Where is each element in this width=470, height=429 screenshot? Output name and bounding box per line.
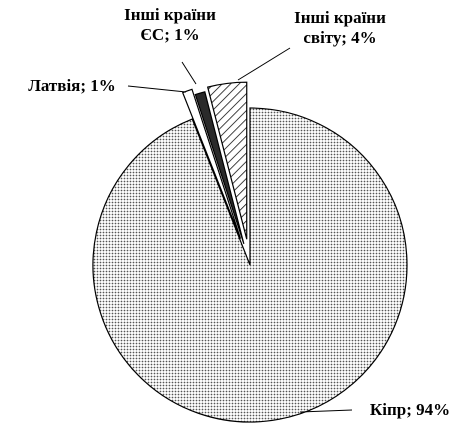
leader-line: [237, 47, 291, 81]
pie-slice: [181, 88, 242, 239]
pie-slice: [206, 81, 248, 240]
data-label: Кіпр; 94%: [369, 400, 451, 419]
pie-slice: [92, 107, 408, 423]
data-label: Інші країни ЄС; 1%: [124, 5, 216, 44]
leader-line: [181, 61, 197, 85]
leader-line: [127, 85, 187, 93]
data-label: Латвія; 1%: [28, 76, 116, 95]
pie-slice: [194, 91, 245, 245]
data-label: Інші країни світу; 4%: [294, 8, 386, 47]
leader-line: [299, 409, 353, 413]
